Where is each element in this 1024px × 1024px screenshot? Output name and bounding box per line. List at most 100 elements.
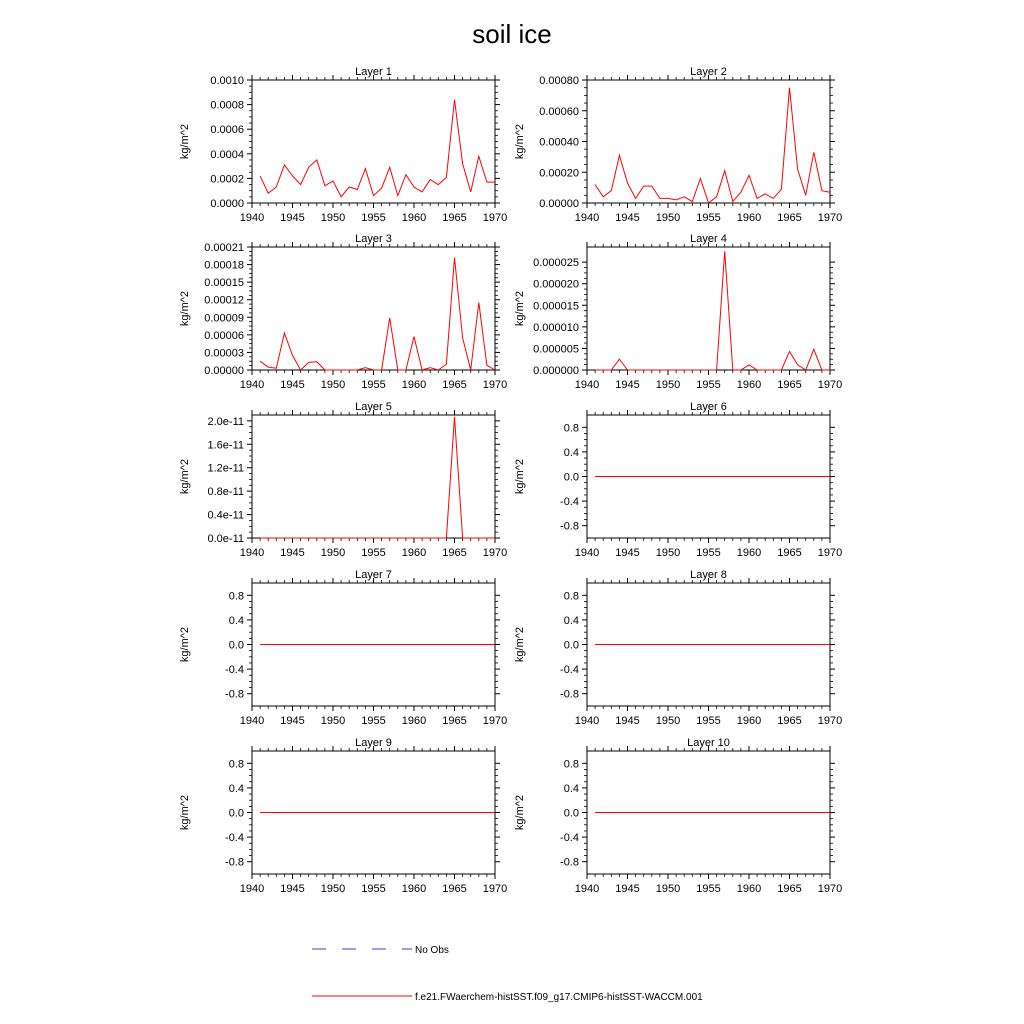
x-tick-label: 1965 <box>442 212 466 224</box>
y-tick-label: 0.00040 <box>539 137 579 149</box>
y-tick-label: 0.0006 <box>210 124 244 136</box>
y-axis-label: kg/m^2 <box>514 795 526 830</box>
x-tick-label: 1955 <box>696 547 720 559</box>
y-tick-label: -0.8 <box>225 689 244 701</box>
y-tick-label: -0.8 <box>225 857 244 869</box>
figure-title: soil ice <box>472 19 551 49</box>
panel-title: Layer 6 <box>690 401 727 413</box>
x-tick-label: 1950 <box>321 379 345 391</box>
y-tick-label: 0.000010 <box>533 322 579 334</box>
series-line <box>260 416 495 539</box>
x-tick-label: 1960 <box>737 883 761 895</box>
y-tick-label: -0.8 <box>560 521 579 533</box>
y-tick-label: 0.4 <box>564 783 579 795</box>
panel-title: Layer 5 <box>355 401 392 413</box>
panels: Layer 1 kg/m^2 1940 1945 1950 1955 1960 1965 197… <box>179 66 842 895</box>
x-tick-label: 1965 <box>442 379 466 391</box>
y-tick-label: 0.4 <box>229 783 244 795</box>
y-axis-label: kg/m^2 <box>514 459 526 494</box>
y-tick-label: -0.4 <box>560 664 579 676</box>
panel-title: Layer 8 <box>690 569 727 581</box>
legend: No Obs f.e21.FWaerchem-histSST.f09_g17.C… <box>312 945 703 1003</box>
x-tick-label: 1950 <box>656 547 680 559</box>
x-tick-label: 1965 <box>777 212 801 224</box>
x-tick-label: 1970 <box>818 715 842 727</box>
y-tick-label: 0.0002 <box>210 173 244 185</box>
x-tick-label: 1950 <box>321 715 345 727</box>
plot-frame <box>586 246 831 371</box>
x-tick-label: 1940 <box>240 547 264 559</box>
x-tick-label: 1960 <box>402 547 426 559</box>
legend-obs-label: No Obs <box>415 945 449 956</box>
x-tick-label: 1965 <box>777 715 801 727</box>
x-tick-label: 1970 <box>818 547 842 559</box>
y-tick-label: -0.8 <box>560 689 579 701</box>
x-tick-label: 1950 <box>656 715 680 727</box>
x-tick-label: 1970 <box>483 547 507 559</box>
x-tick-label: 1945 <box>280 883 304 895</box>
y-tick-label: 0.00003 <box>204 347 244 359</box>
x-tick-label: 1940 <box>240 715 264 727</box>
panel-title: Layer 3 <box>355 233 392 245</box>
panel-layer-1: Layer 1 kg/m^2 1940 1945 1950 1955 1960 1965 197… <box>179 66 507 224</box>
panel-title: Layer 1 <box>355 66 392 78</box>
x-tick-label: 1970 <box>818 883 842 895</box>
x-tick-label: 1955 <box>696 883 720 895</box>
y-axis-label: kg/m^2 <box>179 291 191 326</box>
y-tick-label: 0.00000 <box>539 198 579 210</box>
x-tick-label: 1970 <box>483 212 507 224</box>
x-tick-label: 1945 <box>615 212 639 224</box>
x-tick-label: 1965 <box>777 547 801 559</box>
y-tick-label: 0.00018 <box>204 260 244 272</box>
x-tick-label: 1960 <box>402 379 426 391</box>
y-tick-label: 0.0e-11 <box>208 533 245 545</box>
y-tick-label: 0.4 <box>564 615 579 627</box>
y-tick-label: 0.4e-11 <box>208 510 245 522</box>
y-axis-label: kg/m^2 <box>514 291 526 326</box>
x-tick-label: 1960 <box>737 715 761 727</box>
x-tick-label: 1970 <box>818 379 842 391</box>
panel-layer-7: Layer 7 kg/m^2 1940 1945 1950 1955 1960 1965 197… <box>179 569 507 727</box>
x-tick-label: 1955 <box>696 212 720 224</box>
y-tick-label: 0.4 <box>229 615 244 627</box>
y-tick-label: -0.4 <box>560 832 579 844</box>
x-tick-label: 1955 <box>361 379 385 391</box>
x-tick-label: 1945 <box>615 547 639 559</box>
x-tick-label: 1950 <box>656 883 680 895</box>
legend-model-label: f.e21.FWaerchem-histSST.f09_g17.CMIP6-hi… <box>415 992 703 1003</box>
y-tick-label: -0.4 <box>225 664 244 676</box>
y-tick-label: 0.4 <box>564 447 579 459</box>
x-tick-label: 1950 <box>656 212 680 224</box>
y-tick-label: 0.8 <box>229 758 244 770</box>
x-tick-label: 1945 <box>615 883 639 895</box>
x-tick-label: 1955 <box>696 379 720 391</box>
x-tick-label: 1970 <box>818 212 842 224</box>
y-tick-label: 1.2e-11 <box>208 463 245 475</box>
y-tick-label: 1.6e-11 <box>208 439 245 451</box>
panel-layer-4: Layer 4 kg/m^2 1940 1945 1950 1955 1960 1965 197… <box>514 233 842 391</box>
y-tick-label: 0.00006 <box>204 330 244 342</box>
y-tick-label: 0.0 <box>229 640 244 652</box>
panel-layer-9: Layer 9 kg/m^2 1940 1945 1950 1955 1960 1965 197… <box>179 737 507 895</box>
panel-title: Layer 10 <box>687 737 730 749</box>
x-tick-label: 1950 <box>656 379 680 391</box>
y-tick-label: 0.8 <box>229 590 244 602</box>
x-tick-label: 1940 <box>575 547 599 559</box>
plot-frame <box>251 246 496 371</box>
y-tick-label: 0.8 <box>564 758 579 770</box>
x-tick-label: 1940 <box>575 212 599 224</box>
series-line <box>259 99 495 198</box>
y-tick-label: 0.0 <box>564 472 579 484</box>
panel-layer-5: Layer 5 kg/m^2 1940 1945 1950 1955 1960 1965 197… <box>179 401 507 559</box>
x-tick-label: 1960 <box>402 715 426 727</box>
x-tick-label: 1945 <box>280 715 304 727</box>
panel-title: Layer 4 <box>690 233 727 245</box>
x-tick-label: 1970 <box>483 715 507 727</box>
y-tick-label: 0.00009 <box>204 312 244 324</box>
y-tick-label: 0.0 <box>564 808 579 820</box>
x-tick-label: 1950 <box>321 547 345 559</box>
x-tick-label: 1945 <box>280 379 304 391</box>
x-tick-label: 1945 <box>615 379 639 391</box>
x-tick-label: 1955 <box>361 715 385 727</box>
